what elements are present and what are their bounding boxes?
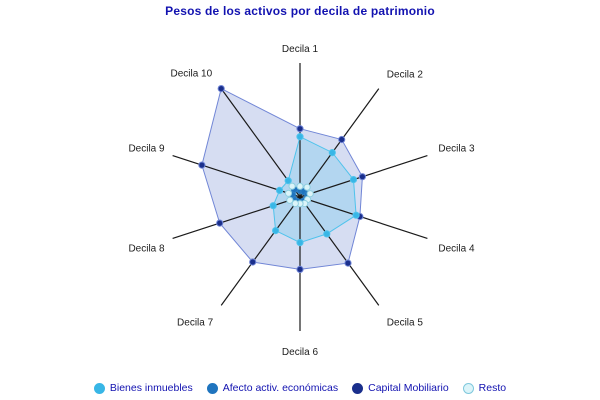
data-point-marker	[272, 227, 280, 235]
axis-label-decila-1: Decila 1	[282, 44, 319, 55]
data-point-marker	[358, 173, 366, 181]
series-outlines	[198, 85, 366, 273]
data-point-marker	[284, 177, 292, 185]
axis-spoke-8	[172, 196, 301, 239]
data-point-marker	[296, 125, 304, 133]
legend-marker-icon	[462, 382, 474, 394]
legend-item-4: Resto	[462, 382, 507, 394]
legend-label: Capital Mobiliario	[368, 382, 449, 394]
data-point-marker	[296, 133, 304, 141]
axes	[172, 63, 428, 331]
legend-label: Afecto activ. económicas	[222, 382, 339, 394]
data-point-marker	[352, 211, 360, 219]
axis-label-decila-7: Decila 7	[177, 317, 214, 328]
axis-spoke-4	[299, 196, 428, 239]
data-point-marker	[338, 135, 346, 144]
data-point-marker	[306, 190, 314, 198]
axis-label-decila-10: Decila 10	[170, 69, 212, 80]
legend-marker-icon	[93, 382, 105, 394]
data-point-marker	[344, 259, 352, 267]
legend-marker-icon	[352, 382, 364, 394]
data-point-marker	[296, 265, 304, 273]
axis-spoke-5	[299, 196, 380, 306]
legend-item-3: Capital Mobiliario	[352, 382, 449, 394]
legend: Bienes inmuebles Afecto activ. económicas…	[0, 382, 600, 394]
data-point-marker	[284, 189, 293, 197]
data-point-marker	[328, 149, 336, 157]
data-point-marker	[276, 186, 284, 194]
axis-label-decila-5: Decila 5	[387, 317, 424, 328]
data-point-marker	[349, 176, 358, 184]
axis-spoke-7	[220, 196, 301, 306]
data-point-marker	[296, 239, 304, 247]
axis-labels: Decila 1 Decila 2 Decila 3 Decila 4 Decila 5…	[128, 44, 475, 358]
legend-marker-icon	[206, 382, 218, 394]
legend-item-2: Afecto activ. económicas	[206, 382, 339, 394]
series-fill-3	[201, 88, 363, 270]
legend-label: Bienes inmuebles	[109, 382, 193, 394]
data-point-marker	[303, 183, 311, 191]
data-point-marker	[296, 182, 304, 190]
axis-label-decila-4: Decila 4	[438, 243, 475, 254]
data-point-marker	[216, 219, 224, 227]
axis-spoke-2	[299, 88, 380, 198]
axis-label-decila-2: Decila 2	[387, 70, 424, 81]
data-point-marker	[291, 199, 299, 208]
chart-title: Pesos de los activos por decila de patri…	[165, 4, 435, 18]
data-point-marker	[288, 182, 296, 190]
data-point-marker	[198, 161, 206, 169]
axis-label-decila-3: Decila 3	[438, 144, 475, 155]
axis-label-decila-9: Decila 9	[128, 144, 165, 155]
axis-label-decila-8: Decila 8	[128, 243, 165, 254]
legend-label: Resto	[478, 382, 507, 394]
data-point-marker	[217, 85, 225, 93]
series-fills	[201, 88, 363, 270]
axis-label-decila-6: Decila 6	[282, 347, 319, 358]
series-fill-1	[273, 136, 357, 243]
data-point-marker	[249, 258, 257, 266]
data-point-marker	[286, 196, 294, 204]
legend-item-1: Bienes inmuebles	[93, 382, 193, 394]
data-point-marker	[323, 230, 331, 238]
data-point-marker	[269, 202, 277, 210]
